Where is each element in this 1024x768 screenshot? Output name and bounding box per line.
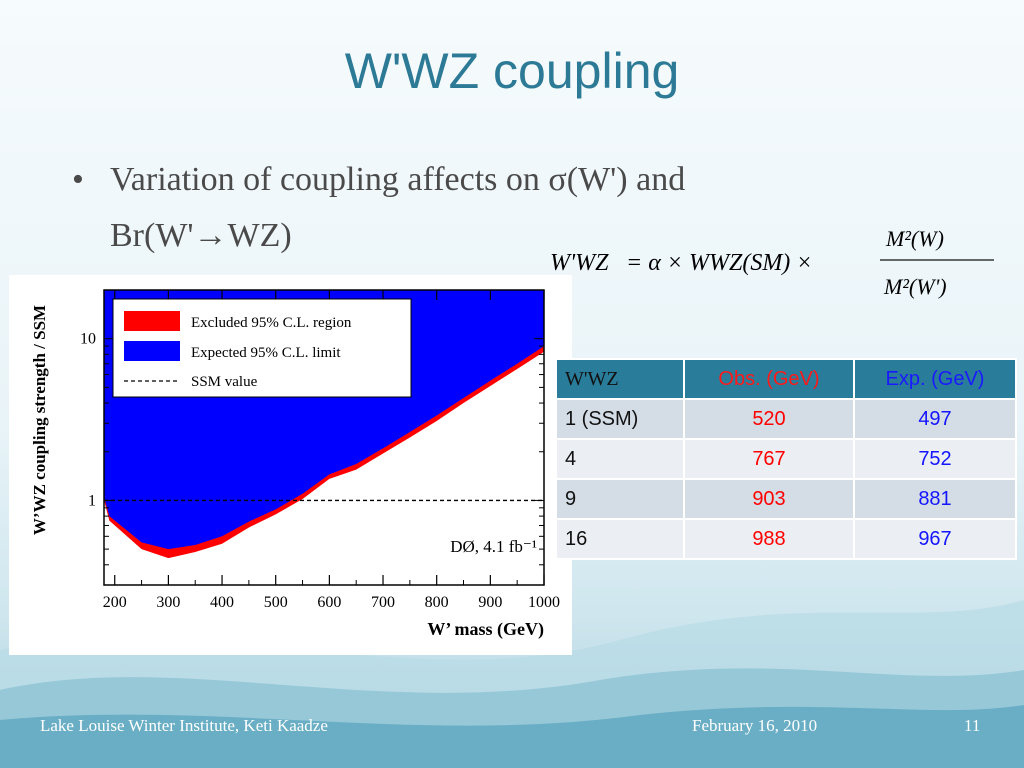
plot-frame (103, 289, 545, 586)
limits-table: W'WZ Obs. (GeV) Exp. (GeV) 1 (SSM) 520 4… (555, 358, 1017, 560)
header-coupling: W'WZ (555, 358, 685, 400)
legend-expected-label: Expected 95% C.L. limit (191, 345, 341, 361)
cell-coupling: 9 (555, 478, 685, 520)
table-row: 9 903 881 (555, 478, 1017, 520)
legend-expected-swatch (124, 341, 180, 361)
cell-coupling: 16 (555, 518, 685, 560)
header-observed: Obs. (GeV) (683, 358, 855, 400)
formula-rhs-middle: = α × WWZ(SM) × (626, 250, 813, 276)
x-tick-label: 1000 (528, 594, 560, 611)
legend-ssm-label: SSM value (191, 374, 258, 390)
footer-page-number: 11 (964, 716, 981, 735)
cell-expected: 497 (853, 398, 1017, 440)
table-header-row: W'WZ Obs. (GeV) Exp. (GeV) (555, 358, 1017, 400)
header-expected: Exp. (GeV) (853, 358, 1017, 400)
cell-coupling: 1 (SSM) (555, 398, 685, 440)
coupling-formula: W'WZ = α × WWZ(SM) × M²(W) M²(W') (550, 226, 994, 299)
cell-expected: 881 (853, 478, 1017, 520)
formula-denominator: M²(W') (883, 274, 947, 299)
cell-expected: 967 (853, 518, 1017, 560)
limit-chart: 200 300 400 500 600 700 800 900 1000 1 10 W’ mass (… (30, 289, 560, 640)
x-axis-label: W’ mass (GeV) (427, 619, 544, 640)
x-tick-label: 200 (103, 594, 127, 611)
formula-numerator: M²(W) (885, 226, 944, 251)
cell-observed: 767 (683, 438, 855, 480)
table-row: 16 988 967 (555, 518, 1017, 560)
y-tick-label: 10 (80, 331, 96, 348)
x-tick-label: 900 (478, 594, 502, 611)
x-tick-label: 800 (425, 594, 449, 611)
slide-title: W'WZ coupling (344, 43, 680, 99)
x-tick-label: 500 (264, 594, 288, 611)
chart-panel: 200 300 400 500 600 700 800 900 1000 1 10 W’ mass (… (9, 275, 572, 655)
legend-excluded-label: Excluded 95% C.L. region (191, 315, 352, 331)
bullet-line-1: Variation of coupling affects on σ(W') a… (110, 161, 686, 198)
table-row: 4 767 752 (555, 438, 1017, 480)
cell-observed: 903 (683, 478, 855, 520)
footer-author: Lake Louise Winter Institute, Keti Kaadz… (40, 716, 328, 735)
chart-annotation: DØ, 4.1 fb⁻¹ (450, 537, 537, 556)
y-axis-label: W’WZ coupling strength / SSM (30, 305, 49, 535)
x-tick-label: 400 (210, 594, 234, 611)
cell-coupling: 4 (555, 438, 685, 480)
table-row: 1 (SSM) 520 497 (555, 398, 1017, 440)
cell-observed: 988 (683, 518, 855, 560)
x-tick-label: 700 (371, 594, 395, 611)
x-tick-label: 600 (317, 594, 341, 611)
cell-observed: 520 (683, 398, 855, 440)
formula-lhs: W'WZ (550, 250, 609, 276)
legend-excluded-swatch (124, 311, 180, 331)
y-tick-label: 1 (88, 492, 96, 509)
cell-expected: 752 (853, 438, 1017, 480)
bullet-dot: • (72, 161, 84, 198)
bullet-line-2: Br(W'→WZ) (110, 217, 292, 254)
x-tick-label: 300 (156, 594, 180, 611)
footer-date: February 16, 2010 (692, 716, 818, 735)
